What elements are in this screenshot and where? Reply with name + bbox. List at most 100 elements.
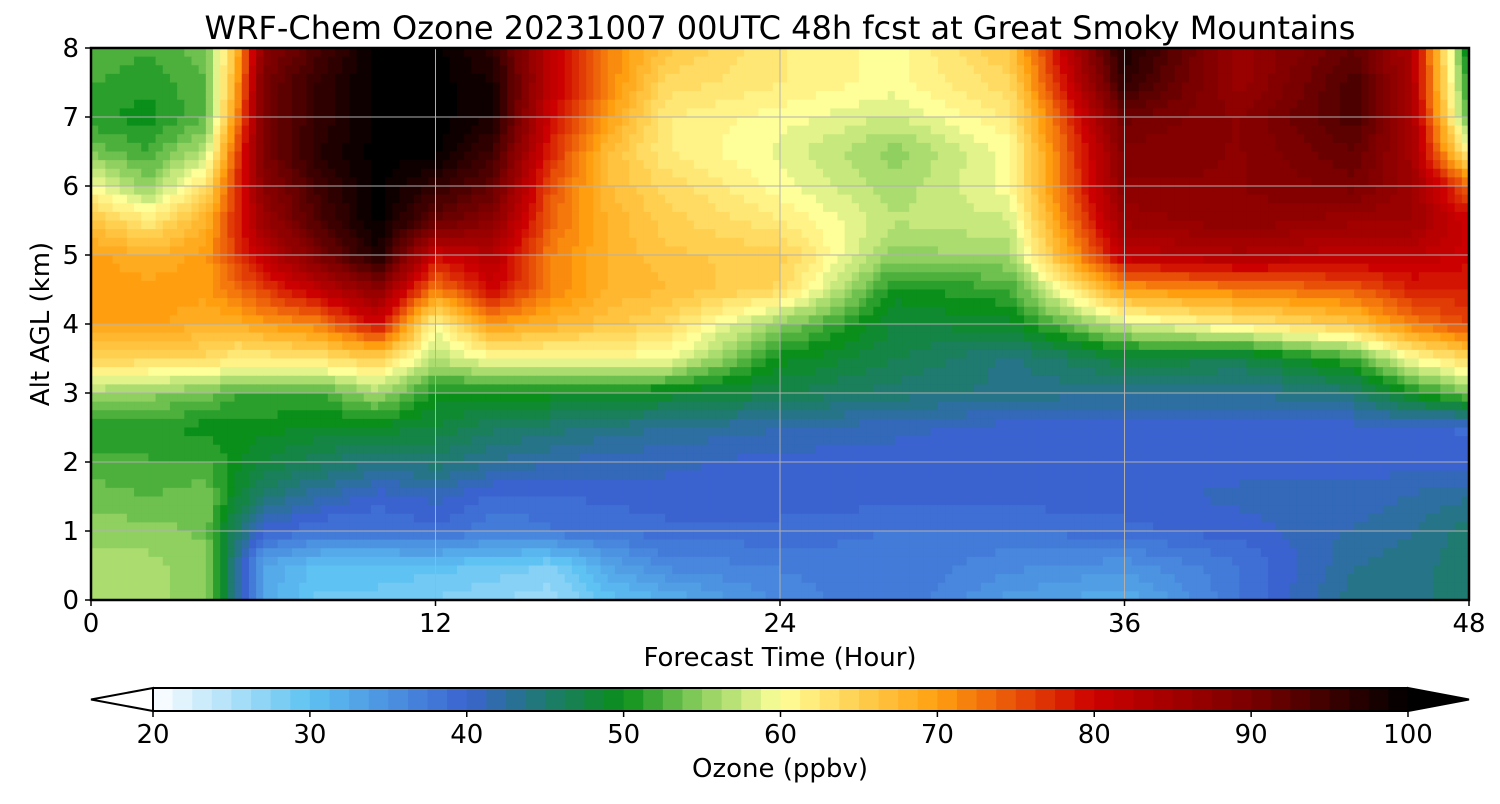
heatmap-cell: [406, 99, 415, 109]
heatmap-cell: [471, 203, 480, 213]
heatmap-cell: [887, 142, 896, 153]
heatmap-cell: [1332, 263, 1341, 273]
heatmap-cell: [169, 56, 178, 66]
heatmap-cell: [327, 108, 336, 118]
heatmap-cell: [557, 229, 566, 239]
heatmap-cell: [263, 56, 272, 66]
heatmap-cell: [980, 211, 989, 222]
heatmap-cell: [162, 160, 171, 170]
heatmap-cell: [1160, 177, 1169, 187]
heatmap-cell: [213, 56, 221, 66]
heatmap-cell: [1052, 151, 1061, 161]
heatmap-cell: [937, 220, 946, 230]
heatmap-cell: [1433, 220, 1441, 230]
heatmap-cell: [858, 99, 867, 109]
heatmap-cell: [112, 142, 121, 153]
heatmap-cell: [535, 48, 544, 58]
heatmap-cell: [1002, 99, 1011, 109]
heatmap-cell: [363, 91, 372, 101]
heatmap-cell: [1117, 91, 1126, 101]
heatmap-cell: [1447, 160, 1456, 170]
heatmap-cell: [234, 56, 243, 66]
heatmap-cell: [1447, 168, 1456, 178]
heatmap-cell: [1282, 237, 1291, 247]
heatmap-cell: [830, 160, 839, 170]
heatmap-cell: [241, 168, 250, 178]
heatmap-cell: [413, 203, 422, 213]
heatmap-cell: [758, 99, 767, 109]
heatmap-cell: [1346, 263, 1355, 273]
heatmap-cell: [729, 65, 738, 75]
heatmap-cell: [1081, 186, 1090, 196]
heatmap-cell: [1303, 203, 1312, 213]
heatmap-cell: [191, 82, 200, 92]
heatmap-cell: [715, 168, 724, 178]
heatmap-cell: [349, 177, 358, 187]
heatmap-cell: [1117, 82, 1126, 92]
heatmap-cell: [148, 255, 157, 265]
heatmap-cell: [1038, 237, 1047, 247]
heatmap-cell: [672, 125, 681, 135]
heatmap-cell: [220, 99, 228, 109]
heatmap-cell: [1354, 203, 1362, 213]
heatmap-cell: [1433, 99, 1441, 109]
heatmap-cell: [406, 48, 415, 58]
heatmap-cell: [370, 246, 379, 256]
heatmap-cell: [1102, 203, 1111, 213]
heatmap-cell: [636, 194, 645, 204]
heatmap-cell: [959, 186, 968, 196]
heatmap-cell: [1038, 160, 1047, 170]
heatmap-cell: [263, 125, 272, 135]
heatmap-cell: [1088, 229, 1097, 239]
heatmap-cell: [1332, 151, 1341, 161]
heatmap-cell: [485, 211, 494, 222]
heatmap-cell: [801, 151, 810, 161]
heatmap-cell: [995, 151, 1004, 161]
heatmap-cell: [471, 263, 480, 273]
heatmap-cell: [952, 177, 961, 187]
heatmap-cell: [980, 220, 989, 230]
heatmap-cell: [1368, 246, 1377, 256]
heatmap-cell: [1217, 117, 1226, 127]
heatmap-cell: [1031, 125, 1039, 135]
heatmap-cell: [363, 56, 372, 66]
heatmap-cell: [399, 99, 408, 109]
heatmap-cell: [579, 255, 587, 265]
heatmap-cell: [1181, 117, 1190, 127]
heatmap-cell: [169, 82, 178, 92]
heatmap-cell: [126, 56, 135, 66]
heatmap-cell: [937, 255, 946, 265]
heatmap-cell: [349, 151, 358, 161]
heatmap-cell: [306, 125, 315, 135]
heatmap-cell: [614, 160, 623, 170]
heatmap-cell: [1390, 151, 1398, 161]
heatmap-cell: [256, 125, 264, 135]
heatmap-cell: [1153, 220, 1161, 230]
heatmap-cell: [1425, 220, 1434, 230]
heatmap-cell: [1174, 220, 1183, 230]
heatmap-cell: [1289, 117, 1298, 127]
heatmap-cell: [715, 91, 724, 101]
heatmap-cell: [1253, 151, 1262, 161]
heatmap-cell: [894, 229, 903, 239]
heatmap-cell: [313, 125, 322, 135]
heatmap-cell: [449, 177, 458, 187]
heatmap-cell: [119, 125, 128, 135]
heatmap-cell: [1246, 82, 1255, 92]
heatmap-cell: [873, 168, 882, 178]
heatmap-cell: [858, 65, 867, 75]
heatmap-cell: [1217, 125, 1226, 135]
heatmap-cell: [887, 255, 896, 265]
heatmap-cell: [535, 168, 544, 178]
heatmap-cell: [1303, 117, 1312, 127]
heatmap-cell: [500, 134, 508, 144]
heatmap-cell: [629, 134, 638, 144]
heatmap-cell: [614, 177, 623, 187]
heatmap-cell: [241, 194, 250, 204]
heatmap-cell: [141, 246, 150, 256]
heatmap-cell: [701, 220, 709, 230]
heatmap-cell: [234, 237, 243, 247]
heatmap-cell: [270, 263, 279, 273]
heatmap-cell: [1224, 56, 1233, 66]
heatmap-cell: [1174, 117, 1183, 127]
